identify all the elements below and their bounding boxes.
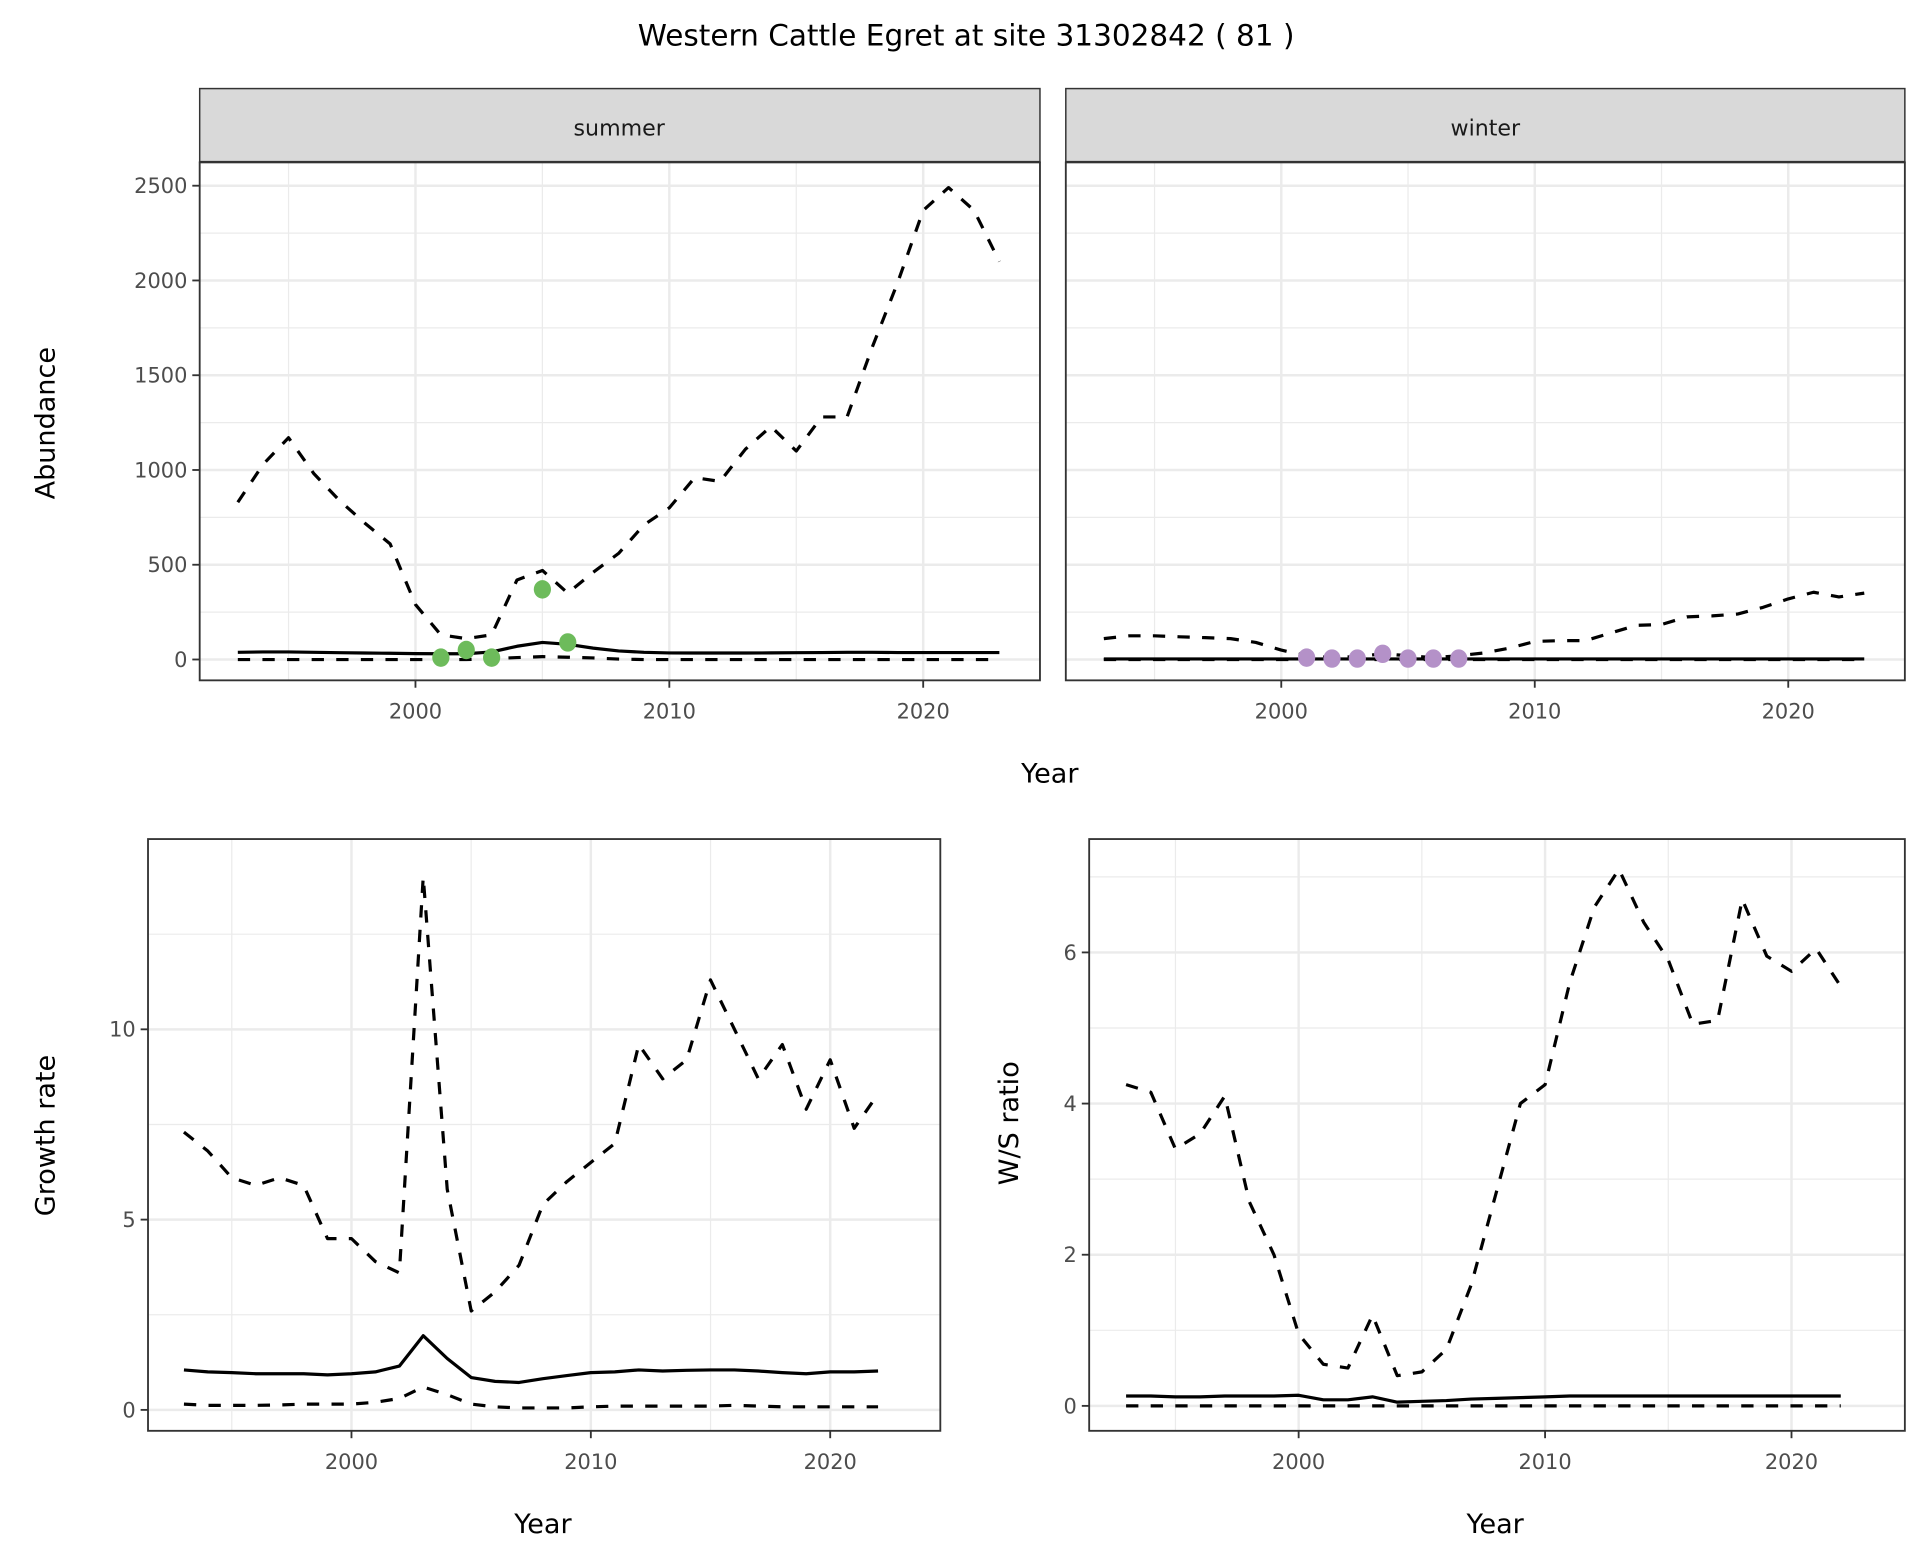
y-tick-label: 0	[174, 648, 187, 672]
plot-background	[148, 839, 941, 1431]
x-tick-label: 2020	[1762, 699, 1815, 723]
data-point	[559, 633, 577, 652]
strip-label-summer: summer	[574, 115, 666, 141]
strip-winter: winter	[1065, 87, 1906, 164]
x-tick-label: 2020	[1765, 1450, 1818, 1474]
y-tick-label: 6	[1064, 941, 1077, 965]
data-point	[457, 640, 475, 660]
x-tick-label: 2020	[804, 1450, 857, 1474]
x-tick-label: 2010	[1508, 699, 1561, 723]
y-tick-label: 10	[109, 1018, 136, 1042]
series-line-upper	[182, 875, 880, 1313]
y-tick-label: 500	[147, 553, 187, 577]
x-axis-title-top: Year	[1020, 758, 1079, 789]
series-line-upper	[1125, 867, 1843, 1378]
data-point	[1424, 649, 1442, 668]
y-tick-label: 0	[1064, 1394, 1077, 1418]
data-point	[1298, 648, 1316, 667]
data-point	[432, 648, 450, 667]
panel-border	[1064, 161, 1906, 682]
panel-summer: 2000 2010 2020 0 500 1000 1500 2000 2500	[134, 161, 1041, 723]
y-tick-label: 1500	[134, 364, 187, 388]
x-tick-label: 2020	[897, 699, 950, 723]
series-line-lower	[237, 655, 1000, 662]
y-axis-title-ratio: W/S ratio	[994, 1061, 1025, 1185]
x-tick-label: 2010	[1518, 1450, 1571, 1474]
x-tick-label: 2010	[564, 1450, 617, 1474]
y-tick-label: 1000	[134, 458, 187, 482]
y-tick-label: 2500	[134, 174, 187, 198]
x-axis-title-ratio: Year	[1466, 1509, 1525, 1540]
plot-background	[1089, 839, 1905, 1431]
y-tick-label: 0	[122, 1398, 135, 1422]
data-point	[1323, 649, 1341, 668]
x-tick-label: 2000	[325, 1450, 378, 1474]
data-point	[1399, 649, 1417, 668]
series-line-mean	[1126, 1393, 1841, 1404]
strip-label-winter: winter	[1451, 115, 1522, 141]
panel-border	[198, 161, 1041, 682]
y-axis-title-growth: Growth rate	[31, 1055, 62, 1216]
panel-border	[1088, 838, 1906, 1432]
plot-background	[1065, 162, 1905, 681]
panel-border	[147, 838, 942, 1432]
series-line-mean	[183, 1334, 879, 1385]
y-tick-label: 4	[1064, 1092, 1077, 1116]
data-point	[483, 648, 501, 667]
series-line-upper	[1103, 590, 1865, 660]
y-axis-title-abundance: Abundance	[31, 347, 62, 499]
series-line-mean	[237, 640, 1000, 656]
panel-ws-ratio: 2000 2010 2020 0 2 4 6	[1064, 838, 1906, 1474]
x-tick-label: 2000	[1272, 1450, 1325, 1474]
series-line-upper	[236, 186, 1001, 641]
panel-winter: 2000 2010 2020	[1064, 161, 1906, 723]
data-point	[1374, 644, 1392, 664]
y-tick-label: 2000	[134, 269, 187, 293]
series-line-lower	[183, 1385, 879, 1410]
x-tick-label: 2000	[1255, 699, 1308, 723]
strip-summer: summer	[198, 87, 1041, 164]
x-axis-title-growth: Year	[513, 1509, 572, 1540]
y-tick-label: 5	[122, 1208, 135, 1232]
plot-background	[199, 162, 1040, 681]
data-point	[1450, 649, 1468, 668]
data-point	[1348, 649, 1366, 668]
panel-growth-rate: 2000 2010 2020 0 5 10	[109, 838, 942, 1474]
chart-title: Western Cattle Egret at site 31302842 ( …	[638, 19, 1295, 53]
data-point	[533, 580, 552, 599]
y-tick-label: 2	[1064, 1243, 1077, 1267]
x-tick-label: 2010	[643, 699, 696, 723]
x-tick-label: 2000	[389, 699, 442, 723]
